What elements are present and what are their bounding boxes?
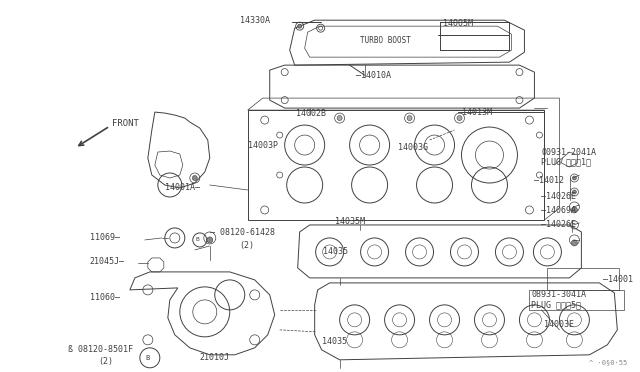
Text: (2): (2) bbox=[240, 241, 255, 250]
Text: —14010A: —14010A bbox=[356, 71, 390, 80]
Text: 14003G: 14003G bbox=[397, 142, 428, 151]
Circle shape bbox=[572, 176, 577, 180]
Text: 14013M: 14013M bbox=[461, 108, 492, 116]
Text: PLUG プラ（1）: PLUG プラ（1） bbox=[541, 157, 591, 167]
Text: 14003P: 14003P bbox=[248, 141, 278, 150]
Text: —14001: —14001 bbox=[604, 275, 634, 285]
Circle shape bbox=[298, 24, 301, 28]
Text: 00931-2041A: 00931-2041A bbox=[541, 148, 596, 157]
Text: PLUG プラ（5）: PLUG プラ（5） bbox=[531, 300, 581, 310]
Text: 14330A: 14330A bbox=[240, 16, 269, 25]
Text: B: B bbox=[146, 355, 150, 361]
Text: —14069A: —14069A bbox=[541, 206, 577, 215]
Circle shape bbox=[572, 190, 577, 194]
Text: 08931-3041A: 08931-3041A bbox=[531, 291, 586, 299]
Text: TURBO BOOST: TURBO BOOST bbox=[360, 36, 410, 45]
Circle shape bbox=[337, 116, 342, 121]
Text: 14035: 14035 bbox=[322, 337, 347, 346]
Text: 21010J: 21010J bbox=[200, 353, 230, 362]
Circle shape bbox=[192, 176, 197, 180]
Text: —14026E: —14026E bbox=[541, 221, 577, 230]
Text: B: B bbox=[196, 237, 200, 243]
Text: ^ ·0§0·55: ^ ·0§0·55 bbox=[589, 359, 628, 365]
Text: 14001A—: 14001A— bbox=[165, 183, 200, 192]
Circle shape bbox=[457, 116, 462, 121]
Text: 14035M: 14035M bbox=[335, 218, 365, 227]
Text: 11069—: 11069— bbox=[90, 234, 120, 243]
Circle shape bbox=[207, 237, 212, 243]
Circle shape bbox=[572, 240, 577, 246]
Text: 14002B: 14002B bbox=[296, 109, 326, 118]
Text: ß 08120-8501F: ß 08120-8501F bbox=[68, 345, 133, 354]
Text: —14012: —14012 bbox=[534, 176, 564, 185]
Circle shape bbox=[572, 207, 577, 213]
Text: 11060—: 11060— bbox=[90, 294, 120, 302]
Text: 14035: 14035 bbox=[323, 247, 348, 256]
Text: 14005M: 14005M bbox=[442, 19, 472, 28]
Circle shape bbox=[407, 116, 412, 121]
Text: 21045J—: 21045J— bbox=[90, 257, 125, 266]
Text: 14003E: 14003E bbox=[545, 320, 575, 329]
Text: (2): (2) bbox=[98, 357, 113, 366]
Text: FRONT: FRONT bbox=[112, 119, 139, 128]
Text: — 08120-61428: — 08120-61428 bbox=[210, 228, 275, 237]
Text: —14026E: —14026E bbox=[541, 192, 577, 202]
